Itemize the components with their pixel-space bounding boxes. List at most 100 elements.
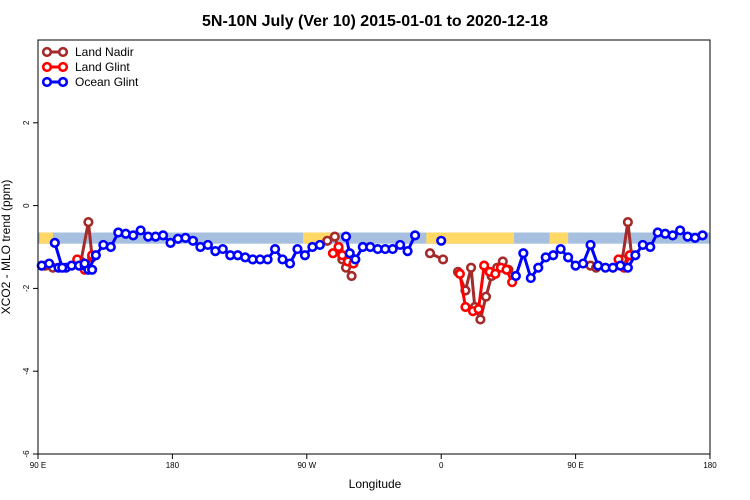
ocean-glint-point (105, 241, 116, 253)
land-glint-point (454, 268, 465, 280)
ocean-glint-point (157, 230, 169, 241)
land-glint-point (473, 304, 484, 315)
ocean-glint-point (697, 230, 708, 241)
ocean-glint-point (165, 237, 176, 248)
ocean-glint-point (436, 235, 447, 246)
land-glint-point (501, 264, 512, 275)
y-tick-label: -6 (22, 450, 31, 458)
ocean-glint-point (44, 258, 55, 269)
ocean-glint-point (217, 243, 228, 255)
land-glint-point (490, 268, 501, 280)
land-nadir-point (475, 314, 486, 325)
legend-marker (41, 46, 53, 58)
plot-area (36, 39, 711, 455)
ocean-glint-point (340, 231, 352, 242)
land-glint-point (479, 260, 490, 271)
ocean-glint-point (667, 230, 678, 241)
y-axis: -6 -4 -2 0 2 (22, 120, 38, 458)
ocean-glint-point (90, 250, 101, 261)
legend-label: Land Nadir (75, 45, 134, 59)
ocean-glint-point (269, 243, 281, 255)
land-nadir-point (622, 217, 633, 228)
ocean-glint-point (135, 225, 146, 236)
ocean-glint-point (630, 250, 641, 261)
ocean-glint-point (350, 254, 361, 265)
land-band-2 (303, 232, 332, 244)
ocean-glint-point (299, 250, 311, 261)
ocean-glint-point (563, 252, 574, 263)
land-nadir-point (424, 248, 436, 259)
ocean-band (38, 232, 710, 244)
land-glint-point (460, 301, 471, 313)
land-glint-point (333, 241, 344, 253)
ocean-glint-point (402, 246, 413, 257)
x-axis-label: Longitude (349, 477, 402, 491)
x-tick-label: 180 (703, 461, 717, 470)
ocean-glint-point (387, 243, 398, 255)
ocean-glint-point (262, 254, 273, 265)
ocean-glint-point (344, 248, 355, 259)
ocean-glint-point (645, 241, 656, 253)
land-nadir-point (480, 291, 492, 302)
x-axis: 90 E 180 90 W 0 90 E 180 (30, 454, 717, 470)
x-tick-label: 90 W (297, 461, 316, 470)
y-axis-label: XCO2 - MLO trend (ppm) (0, 180, 13, 315)
land-nadir-point (322, 235, 333, 246)
y-tick-label: -4 (22, 367, 31, 375)
ocean-glint-point (577, 258, 589, 269)
ocean-glint-point (548, 250, 559, 261)
x-tick-label: 90 E (567, 461, 583, 470)
land-band-1 (39, 232, 53, 244)
ocean-glint-point (49, 237, 60, 248)
ocean-glint-point (675, 225, 686, 236)
y-tick-label: 0 (22, 203, 31, 208)
ocean-glint-point (585, 239, 596, 251)
x-tick-label: 0 (439, 461, 444, 470)
land-nadir-point (437, 254, 449, 265)
chart-title: 5N-10N July (Ver 10) 2015-01-01 to 2020-… (202, 13, 548, 30)
ocean-glint-point (395, 239, 406, 251)
ocean-glint-point (187, 235, 199, 246)
ocean-glint-point (128, 230, 139, 241)
x-tick-label: 180 (166, 461, 180, 470)
ocean-glint-point (314, 239, 325, 251)
legend-marker (57, 46, 69, 58)
x-tick-label: 90 E (30, 461, 46, 470)
legend-marker (57, 76, 69, 88)
ocean-glint-point (79, 258, 90, 269)
ocean-glint-point (555, 243, 566, 255)
land-nadir-point (83, 217, 94, 228)
ocean-glint-point (57, 262, 68, 273)
legend-marker (57, 61, 69, 73)
land-nadir-point (346, 270, 357, 282)
legend-marker (41, 76, 53, 88)
ocean-glint-point (525, 272, 536, 284)
ocean-glint-point (284, 258, 296, 269)
ocean-glint-point (202, 239, 213, 251)
ocean-glint-point (533, 262, 544, 273)
land-nadir-point (465, 262, 477, 273)
ocean-glint-point (409, 230, 421, 241)
series-ocean-glint (36, 225, 708, 284)
y-tick-label: 2 (22, 120, 31, 125)
land-glint-point (327, 248, 339, 259)
legend-label: Land Glint (75, 60, 130, 74)
ocean-glint-point (87, 264, 98, 275)
band-group (38, 232, 710, 244)
ocean-glint-point (622, 262, 633, 273)
series-land-glint (72, 241, 635, 317)
legend-label: Ocean Glint (75, 75, 139, 89)
ocean-glint-point (277, 254, 288, 265)
land-band-4 (549, 232, 569, 244)
land-band-3 (426, 232, 514, 244)
ocean-glint-point (292, 243, 303, 255)
y-tick-label: -2 (22, 284, 31, 292)
ocean-glint-point (510, 270, 521, 282)
series-group (36, 217, 708, 325)
ocean-glint-point (518, 248, 529, 259)
land-nadir-point (329, 231, 340, 242)
plot-frame (37, 39, 711, 455)
legend-marker (41, 61, 53, 73)
